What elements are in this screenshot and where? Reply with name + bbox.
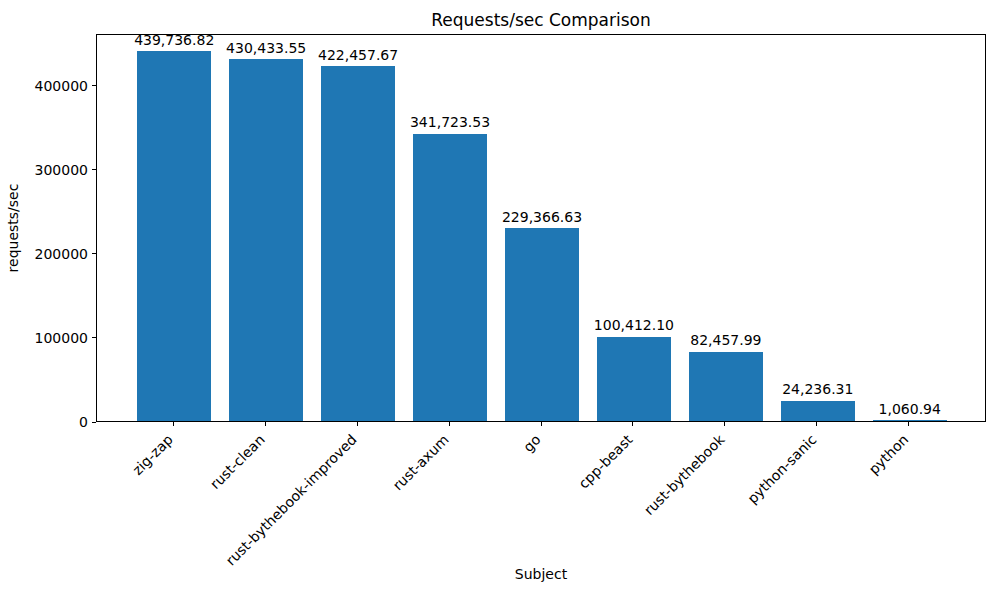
x-tick-mark [173, 422, 174, 426]
x-tick-mark [724, 422, 725, 426]
x-tick-mark [632, 422, 633, 426]
x-tick-mark [908, 422, 909, 426]
bar-value-label: 229,366.63 [502, 210, 582, 225]
bar [321, 66, 395, 421]
y-tick-label: 0 [0, 414, 88, 430]
bar [781, 401, 855, 421]
bar [689, 352, 763, 421]
bar-value-label: 82,457.99 [690, 333, 761, 348]
bar-value-label: 430,433.55 [226, 41, 306, 56]
x-tick-mark [357, 422, 358, 426]
y-axis-label: requests/sec [5, 128, 23, 328]
bar-value-label: 24,236.31 [782, 382, 853, 397]
y-tick-label: 300000 [0, 162, 88, 178]
bar-value-label: 341,723.53 [410, 115, 490, 130]
x-tick-mark [265, 422, 266, 426]
bar-value-label: 422,457.67 [318, 48, 398, 63]
bar-value-label: 439,736.82 [134, 33, 214, 48]
y-tick-label: 400000 [0, 78, 88, 94]
bar-value-label: 1,060.94 [879, 402, 941, 417]
x-tick-mark [449, 422, 450, 426]
y-tick-label: 100000 [0, 330, 88, 346]
bar [229, 59, 303, 421]
bar [137, 51, 211, 421]
chart-title: Requests/sec Comparison [96, 10, 986, 30]
bar [505, 228, 579, 421]
bar [597, 337, 671, 421]
x-tick-mark [816, 422, 817, 426]
bar [873, 420, 947, 421]
y-tick-label: 200000 [0, 246, 88, 262]
x-tick-mark [541, 422, 542, 426]
bar [413, 134, 487, 421]
bar-value-label: 100,412.10 [594, 318, 674, 333]
plot-area: 439,736.82 430,433.55 422,457.67 341,723.53… [96, 34, 986, 422]
bar-chart-figure: Requests/sec Comparison requests/sec Sub… [0, 0, 1000, 600]
